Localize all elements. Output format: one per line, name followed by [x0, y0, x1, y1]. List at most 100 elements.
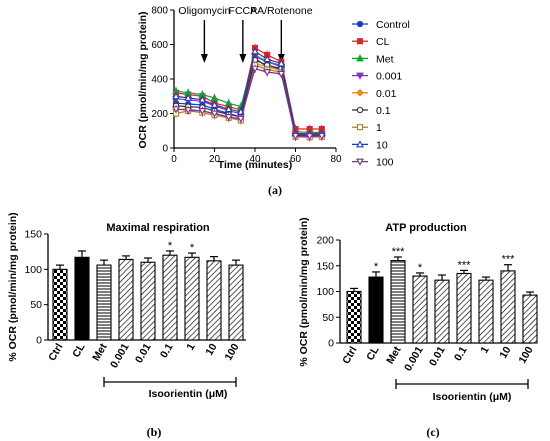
legend-item: 0.01: [352, 88, 397, 100]
bar: [500, 270, 516, 344]
category-label: 1: [478, 344, 491, 355]
bar: [228, 264, 244, 341]
bar: [368, 276, 384, 344]
bar-100: [228, 259, 244, 341]
legend-item: Met: [352, 53, 394, 65]
legend-label: 0.001: [376, 71, 402, 83]
bar: [412, 275, 428, 344]
y-tick-label: 400: [151, 75, 168, 86]
series-Control: [172, 53, 325, 141]
maximal-respiration-chart: Maximal respiration 0 50 100 150 * * Ctrl CL M…: [7, 212, 246, 400]
legend-marker: [356, 158, 364, 166]
bar: [390, 260, 406, 344]
injection-label: Oligomycin: [178, 5, 230, 17]
bar-Ctrl: [52, 264, 68, 341]
bar: [346, 290, 362, 344]
bar: [140, 261, 156, 341]
category-label: CL: [364, 344, 382, 363]
legend-marker: [356, 140, 364, 148]
significance-marker: ***: [458, 259, 472, 271]
data-point: [251, 65, 259, 73]
y-axis-label: % OCR (pmol/min/mg protein): [298, 217, 310, 366]
chart-title: ATP production: [385, 222, 467, 234]
bar: [522, 294, 538, 344]
legend-label: 10: [376, 139, 388, 151]
category-label: Ctrl: [340, 344, 359, 366]
y-tick-label: 200: [151, 109, 168, 120]
group-label: Isoorientin (μM): [433, 391, 512, 403]
category-label: 0.01: [427, 344, 448, 368]
legend: Control CL Met 0.001 0.01 0.1 1 10 100: [352, 19, 410, 169]
bar-10: [206, 256, 222, 341]
series-0.01: [172, 59, 326, 141]
data-point: [224, 114, 233, 122]
series-line: [175, 59, 322, 137]
y-tick-label: 100: [24, 264, 42, 276]
x-tick-label: 40: [249, 154, 261, 165]
data-point: [184, 107, 193, 115]
category-label: 0.1: [452, 344, 470, 363]
bar-Met: [96, 259, 112, 341]
bar-0.1: *: [162, 240, 178, 341]
y-tick-label: 150: [316, 260, 334, 272]
group-label: Isoorientin (μM): [149, 388, 228, 400]
legend-marker: [356, 72, 364, 80]
y-axis-label: OCR (pmol/min/mg protein): [137, 11, 149, 148]
significance-marker: ***: [392, 246, 406, 258]
bar: [206, 260, 222, 341]
series-100: [172, 64, 326, 141]
series-line: [175, 57, 322, 137]
legend-marker: [356, 20, 364, 28]
bar-0.1: ***: [456, 259, 472, 344]
data-point: [263, 69, 272, 77]
x-tick-label: 60: [290, 154, 302, 165]
legend-marker: [356, 38, 364, 45]
y-tick-label: 0: [162, 144, 168, 155]
bar-CL: *: [368, 261, 384, 344]
y-tick-label: 800: [151, 6, 168, 17]
category-label: Ctrl: [46, 341, 65, 363]
series-line: [175, 50, 322, 135]
category-label: Met: [384, 344, 404, 366]
series-Met: [172, 50, 326, 137]
x-tick-label: 0: [171, 154, 177, 165]
y-tick-label: 0: [328, 338, 334, 350]
data-point: [236, 115, 245, 123]
bar-0.001: [118, 255, 134, 341]
bar-CL: [74, 250, 90, 341]
data-point: [277, 59, 286, 67]
bar-1: [478, 276, 494, 344]
bar-1: *: [184, 242, 200, 341]
chart-title: Maximal respiration: [106, 222, 210, 234]
bar-Ctrl: [346, 287, 362, 344]
category-label: 0.001: [402, 344, 426, 373]
bar: [456, 272, 472, 344]
y-tick-label: 100: [316, 286, 334, 298]
bar: [74, 256, 90, 341]
legend-label: 100: [376, 157, 394, 169]
y-axis-label: % OCR (pmol/min/mg protein): [7, 212, 19, 361]
data-point: [172, 92, 180, 100]
data-point: [251, 47, 259, 55]
legend-item: CL: [352, 36, 390, 48]
significance-marker: ***: [502, 254, 516, 266]
x-axis-label: Time (minutes): [218, 159, 292, 171]
data-point: [172, 106, 180, 114]
category-label: 10: [497, 344, 513, 360]
data-point: [317, 132, 326, 141]
legend-item: 100: [352, 157, 394, 169]
bar: [52, 268, 68, 341]
significance-marker: *: [190, 242, 195, 254]
y-tick-label: 0: [36, 335, 42, 347]
category-label: 0.01: [133, 341, 154, 365]
x-tick-label: 20: [209, 154, 221, 165]
legend-marker: [356, 54, 364, 62]
bar: [434, 279, 450, 344]
injection-label: AA/Rotenone: [250, 5, 313, 17]
legend-item: 0.001: [352, 71, 402, 83]
legend-item: 0.1: [352, 105, 391, 117]
bar-10: ***: [500, 254, 516, 344]
y-tick-label: 600: [151, 40, 168, 51]
